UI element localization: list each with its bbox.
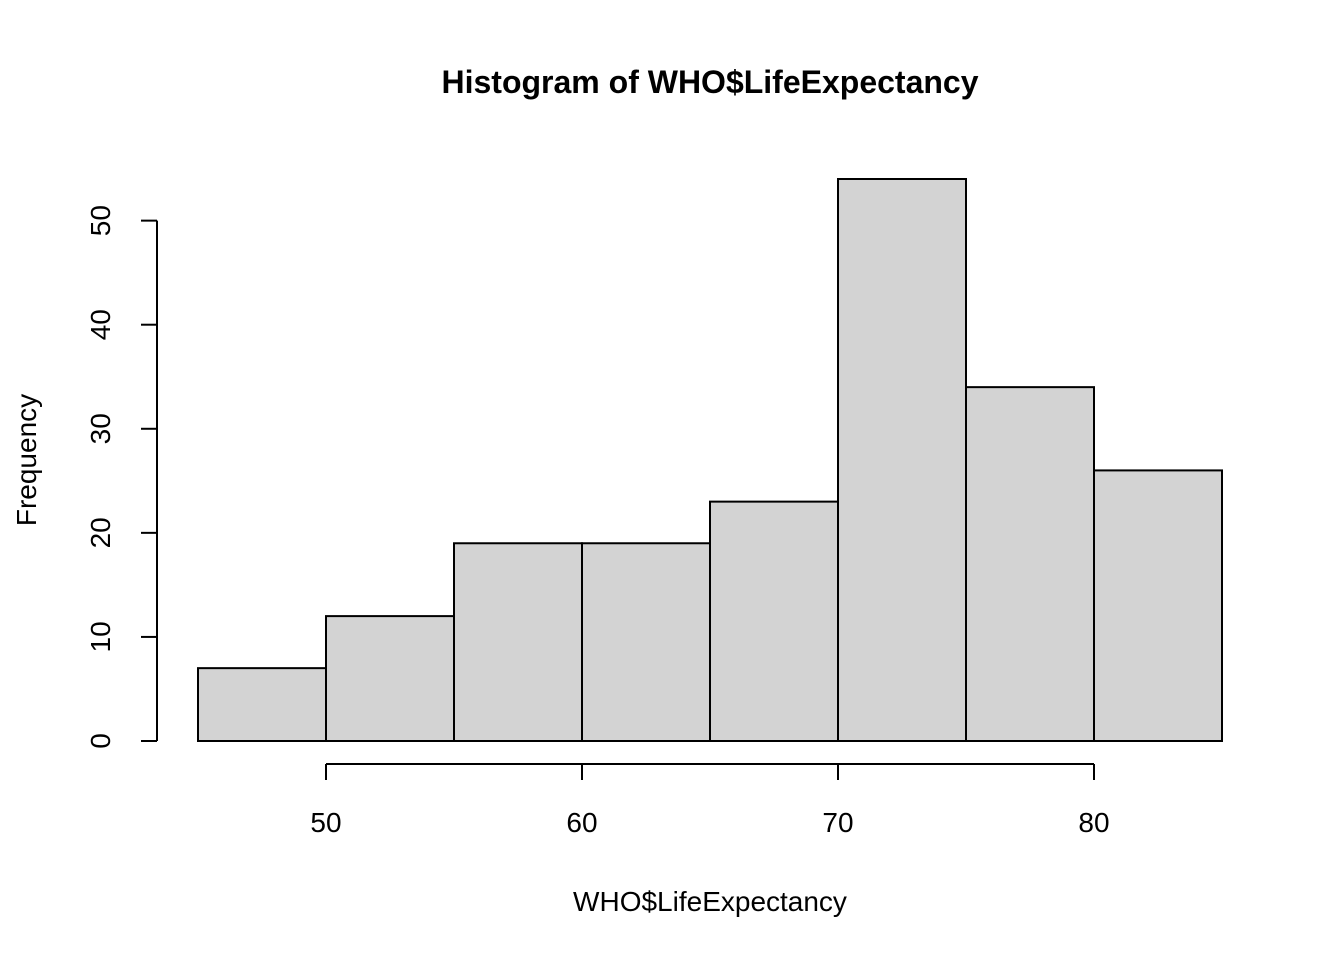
y-tick-label: 50 xyxy=(85,205,116,236)
x-axis: 50 60 70 80 xyxy=(310,763,1110,838)
x-axis-label: WHO$LifeExpectancy xyxy=(573,886,847,917)
x-tick-label: 50 xyxy=(310,807,341,838)
histogram-bar-7 xyxy=(1093,469,1223,742)
y-axis-label: Frequency xyxy=(11,394,42,526)
histogram-bar-2 xyxy=(453,542,583,743)
y-tick-label: 20 xyxy=(85,517,116,548)
histogram-bar-0 xyxy=(197,667,327,742)
y-tick-label: 40 xyxy=(85,309,116,340)
histogram-bar-6 xyxy=(965,386,1095,742)
histogram-bars xyxy=(197,178,1223,743)
histogram-bar-1 xyxy=(325,615,455,742)
y-tick-label: 0 xyxy=(85,733,116,749)
y-axis: 0 10 20 30 40 50 xyxy=(85,205,158,749)
histogram-bar-4 xyxy=(709,500,839,743)
chart-title: Histogram of WHO$LifeExpectancy xyxy=(442,64,979,100)
y-tick-label: 10 xyxy=(85,621,116,652)
x-tick-label: 70 xyxy=(822,807,853,838)
x-tick-label: 80 xyxy=(1078,807,1109,838)
histogram-bar-5 xyxy=(837,178,967,742)
histogram-bar-3 xyxy=(581,542,711,743)
y-tick-label: 30 xyxy=(85,413,116,444)
x-tick-label: 60 xyxy=(566,807,597,838)
